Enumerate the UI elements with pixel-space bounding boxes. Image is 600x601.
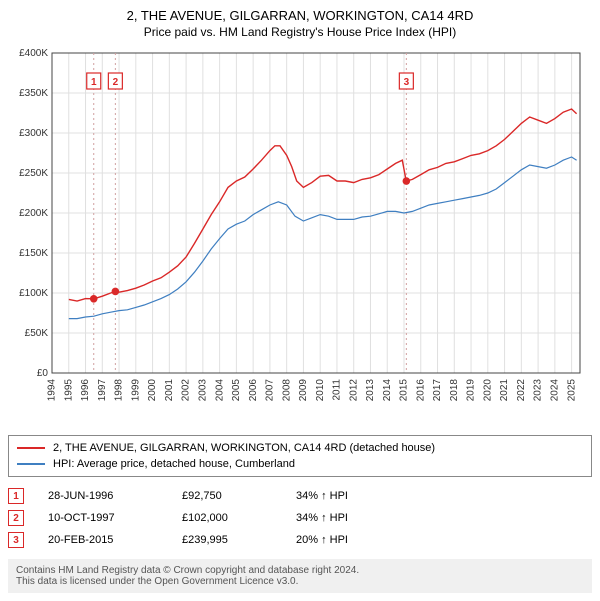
svg-text:£100K: £100K <box>19 288 48 299</box>
svg-text:2014: 2014 <box>382 379 393 402</box>
attribution-line1: Contains HM Land Registry data © Crown c… <box>16 565 584 576</box>
legend-label: HPI: Average price, detached house, Cumb… <box>53 458 295 470</box>
svg-text:2011: 2011 <box>332 379 343 401</box>
svg-text:2005: 2005 <box>231 379 242 402</box>
sale-delta: 34% ↑ HPI <box>296 512 348 524</box>
svg-text:2018: 2018 <box>449 379 460 402</box>
sale-marker-1: 1 <box>8 488 24 504</box>
svg-text:1994: 1994 <box>47 379 58 402</box>
svg-text:2016: 2016 <box>415 379 426 402</box>
legend-swatch <box>17 463 45 465</box>
svg-text:2019: 2019 <box>466 379 477 402</box>
svg-text:2002: 2002 <box>181 379 192 402</box>
sale-row-1: 1 28-JUN-1996 £92,750 34% ↑ HPI <box>8 485 592 507</box>
svg-text:2: 2 <box>113 77 119 88</box>
sale-delta: 20% ↑ HPI <box>296 534 348 546</box>
svg-text:2012: 2012 <box>348 379 359 402</box>
svg-text:2003: 2003 <box>197 379 208 402</box>
svg-text:2004: 2004 <box>214 379 225 402</box>
sale-row-3: 3 20-FEB-2015 £239,995 20% ↑ HPI <box>8 529 592 551</box>
svg-text:2010: 2010 <box>315 379 326 402</box>
chart-title: 2, THE AVENUE, GILGARRAN, WORKINGTON, CA… <box>8 8 592 23</box>
attribution-line2: This data is licensed under the Open Gov… <box>16 576 584 587</box>
legend-label: 2, THE AVENUE, GILGARRAN, WORKINGTON, CA… <box>53 442 435 454</box>
svg-text:1998: 1998 <box>114 379 125 402</box>
sale-date: 10-OCT-1997 <box>48 512 158 524</box>
svg-text:2015: 2015 <box>399 379 410 402</box>
sale-row-2: 2 10-OCT-1997 £102,000 34% ↑ HPI <box>8 507 592 529</box>
svg-text:2008: 2008 <box>281 379 292 402</box>
svg-text:2024: 2024 <box>549 379 560 402</box>
sale-dot-1 <box>90 295 98 303</box>
svg-text:2000: 2000 <box>147 379 158 402</box>
sale-dot-3 <box>403 177 411 185</box>
svg-text:1997: 1997 <box>97 379 108 402</box>
sales-table: 1 28-JUN-1996 £92,750 34% ↑ HPI 2 10-OCT-1997… <box>8 485 592 551</box>
svg-text:2007: 2007 <box>265 379 276 402</box>
chart-subtitle: Price paid vs. HM Land Registry's House … <box>8 25 592 39</box>
svg-text:2013: 2013 <box>365 379 376 402</box>
chart-svg: £0 £50K £100K £150K £200K £250K £300K £350K £400… <box>8 45 592 425</box>
sale-price: £102,000 <box>182 512 272 524</box>
sale-price: £92,750 <box>182 490 272 502</box>
sale-price: £239,995 <box>182 534 272 546</box>
svg-text:£0: £0 <box>37 368 49 379</box>
svg-text:2022: 2022 <box>516 379 527 402</box>
svg-text:£350K: £350K <box>19 88 48 99</box>
svg-text:2009: 2009 <box>298 379 309 402</box>
svg-text:1999: 1999 <box>130 379 141 402</box>
legend-swatch <box>17 447 45 449</box>
sale-date: 20-FEB-2015 <box>48 534 158 546</box>
sale-dot-2 <box>112 288 120 296</box>
svg-text:2025: 2025 <box>566 379 577 402</box>
svg-text:1: 1 <box>91 77 97 88</box>
svg-text:£50K: £50K <box>25 328 49 339</box>
legend-row-1: HPI: Average price, detached house, Cumb… <box>17 456 583 472</box>
svg-text:£150K: £150K <box>19 248 48 259</box>
svg-text:£250K: £250K <box>19 168 48 179</box>
sale-delta: 34% ↑ HPI <box>296 490 348 502</box>
sale-date: 28-JUN-1996 <box>48 490 158 502</box>
legend: 2, THE AVENUE, GILGARRAN, WORKINGTON, CA… <box>8 435 592 477</box>
legend-row-0: 2, THE AVENUE, GILGARRAN, WORKINGTON, CA… <box>17 440 583 456</box>
svg-text:2017: 2017 <box>432 379 443 402</box>
svg-text:2020: 2020 <box>482 379 493 402</box>
svg-text:2006: 2006 <box>248 379 259 402</box>
svg-text:2001: 2001 <box>164 379 175 402</box>
svg-text:3: 3 <box>404 77 410 88</box>
svg-text:2023: 2023 <box>533 379 544 402</box>
svg-text:2021: 2021 <box>499 379 510 402</box>
svg-text:1995: 1995 <box>63 379 74 402</box>
svg-text:£200K: £200K <box>19 208 48 219</box>
price-chart: £0 £50K £100K £150K £200K £250K £300K £350K £400… <box>8 45 592 425</box>
svg-text:£300K: £300K <box>19 128 48 139</box>
svg-text:£400K: £400K <box>19 48 48 59</box>
sale-marker-3: 3 <box>8 532 24 548</box>
sale-marker-2: 2 <box>8 510 24 526</box>
svg-text:1996: 1996 <box>80 379 91 402</box>
attribution: Contains HM Land Registry data © Crown c… <box>8 559 592 593</box>
